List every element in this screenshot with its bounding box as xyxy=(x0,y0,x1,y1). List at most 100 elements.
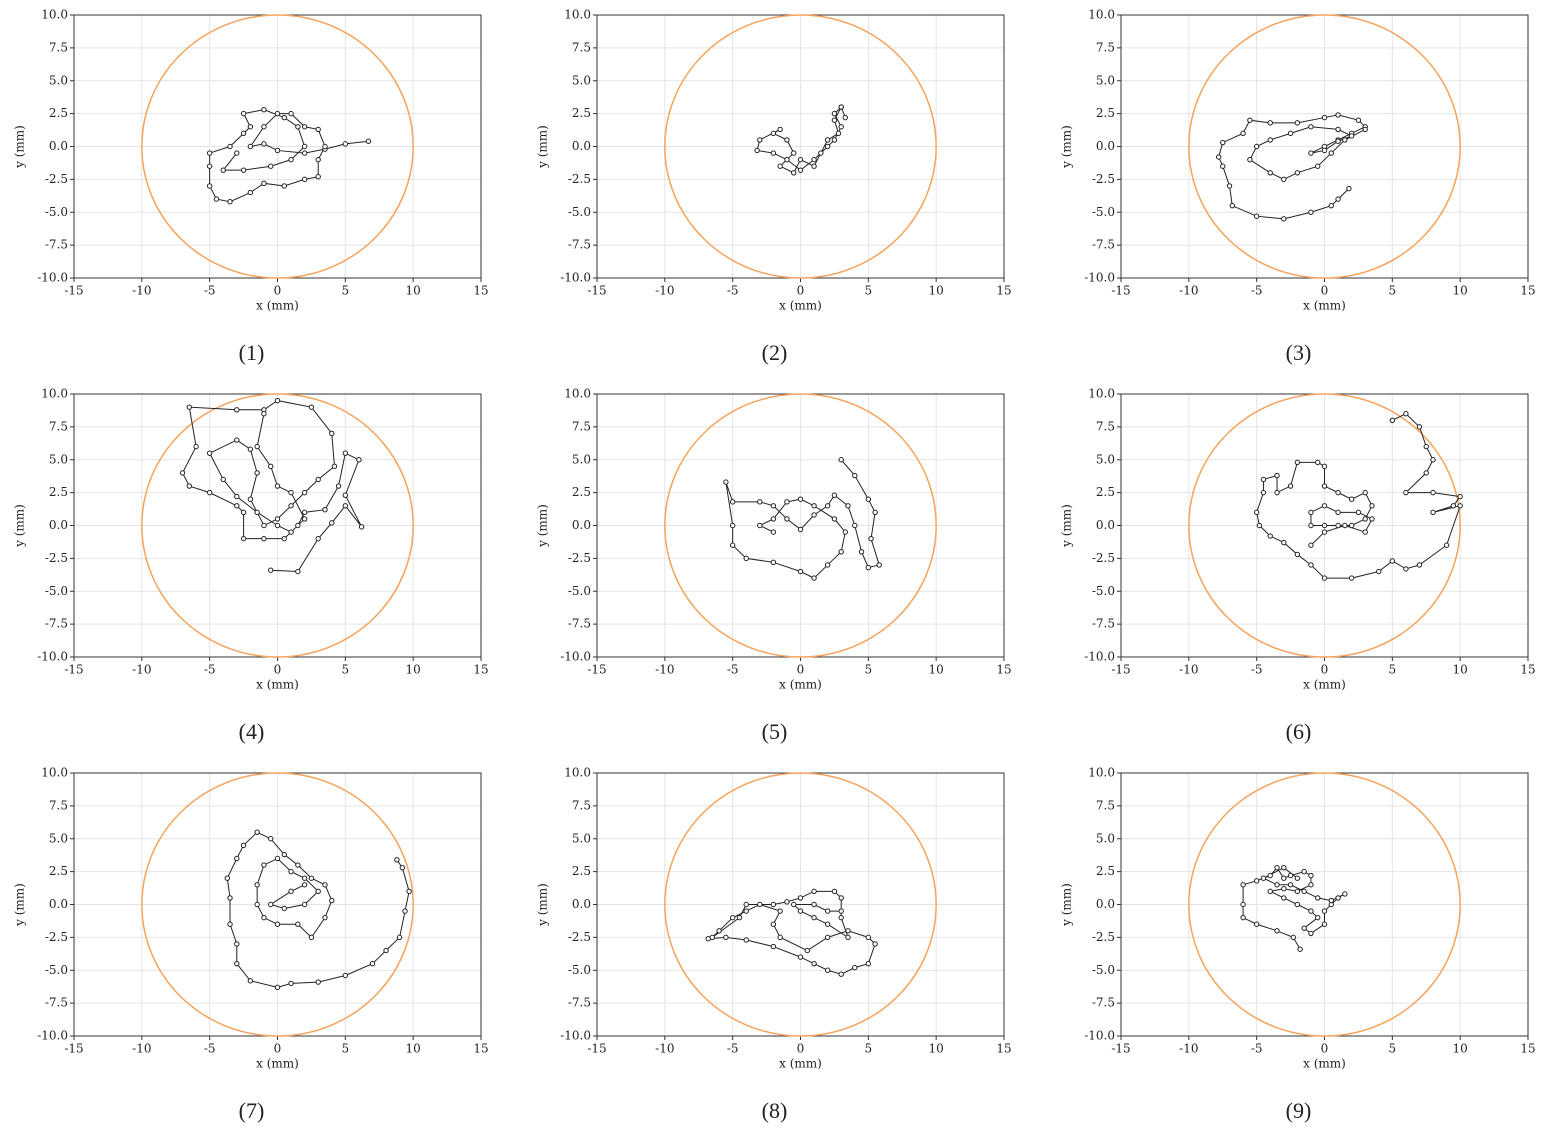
point xyxy=(288,110,294,117)
y-tick-label: 0.0 xyxy=(572,897,591,911)
point xyxy=(274,110,281,117)
point xyxy=(811,156,817,163)
point xyxy=(234,493,240,500)
point xyxy=(247,143,254,150)
x-tick-label: -5 xyxy=(204,1042,216,1056)
point xyxy=(1342,522,1348,529)
x-tick-label: -10 xyxy=(132,284,151,298)
point xyxy=(831,117,838,123)
point xyxy=(1335,895,1341,901)
y-tick-label: -10.0 xyxy=(560,650,591,664)
point xyxy=(1335,138,1341,144)
point xyxy=(797,895,804,901)
point xyxy=(1423,470,1429,476)
y-axis-label: y (mm) xyxy=(13,504,27,548)
point xyxy=(179,470,186,476)
point xyxy=(322,882,328,888)
x-tick-label: 15 xyxy=(473,663,488,677)
point xyxy=(365,138,372,144)
y-tick-label: 0.0 xyxy=(1096,139,1115,153)
point xyxy=(261,106,267,113)
y-tick-label: -2.5 xyxy=(568,172,591,186)
point xyxy=(831,137,838,143)
point xyxy=(1335,126,1341,133)
point xyxy=(845,928,851,934)
point xyxy=(824,503,831,509)
y-tick-label: -10.0 xyxy=(560,1029,591,1043)
point xyxy=(213,196,220,202)
point xyxy=(206,450,213,456)
point xyxy=(777,163,783,169)
x-tick-label: -15 xyxy=(64,284,83,298)
point xyxy=(1321,114,1328,121)
panel: -15 -10 -5 0 5 10 15 10.0 7.5 5.0 2.5 0.0 -2.5 -5.0 -7… xyxy=(13,8,489,366)
point xyxy=(1267,872,1273,879)
point xyxy=(1308,872,1314,879)
point xyxy=(831,110,838,117)
point xyxy=(838,457,844,463)
y-axis-label: y (mm) xyxy=(1060,125,1074,169)
point xyxy=(1281,176,1287,183)
panel: -15 -10 -5 0 5 10 15 10.0 7.5 5.0 2.5 0.0 -2.5 -5.0 -7… xyxy=(536,766,1012,1124)
x-tick-label: 10 xyxy=(1453,663,1468,677)
point xyxy=(288,888,294,895)
point xyxy=(1348,522,1355,529)
y-tick-label: -2.5 xyxy=(45,930,68,944)
point xyxy=(274,483,281,489)
x-tick-label: -10 xyxy=(655,1042,674,1056)
boundary-circle xyxy=(141,393,414,658)
point xyxy=(186,404,193,410)
x-tick-label: 10 xyxy=(1453,284,1468,298)
y-tick-label: -10.0 xyxy=(1084,1029,1115,1043)
x-tick-label: 15 xyxy=(473,284,488,298)
point xyxy=(1260,476,1267,483)
y-tick-label: 10.0 xyxy=(1088,8,1115,22)
point xyxy=(261,141,267,147)
point xyxy=(743,901,749,908)
point xyxy=(824,967,831,973)
point xyxy=(797,908,804,914)
point xyxy=(1294,170,1301,176)
x-axis-label: x (mm) xyxy=(1303,299,1346,313)
x-tick-label: 10 xyxy=(929,284,944,298)
y-tick-label: 2.5 xyxy=(572,485,591,499)
point xyxy=(394,857,400,863)
point xyxy=(308,404,315,410)
point xyxy=(268,901,274,908)
y-tick-label: 5.0 xyxy=(572,831,591,845)
point xyxy=(1253,509,1260,516)
point xyxy=(865,496,872,502)
y-tick-label: 10.0 xyxy=(1088,766,1115,780)
point xyxy=(1443,542,1450,548)
x-axis-label: x (mm) xyxy=(256,1057,299,1071)
x-tick-label: 0 xyxy=(1321,663,1329,677)
point xyxy=(261,535,267,542)
x-tick-label: -5 xyxy=(1251,1042,1263,1056)
point xyxy=(1457,503,1463,509)
point xyxy=(770,921,777,927)
point xyxy=(1308,124,1314,130)
point xyxy=(824,921,831,927)
y-tick-label: 10.0 xyxy=(564,387,591,401)
point xyxy=(227,921,233,927)
point xyxy=(709,934,716,941)
x-axis-label: x (mm) xyxy=(1303,678,1346,692)
point xyxy=(777,908,783,914)
point xyxy=(369,960,376,967)
point xyxy=(872,509,878,516)
point xyxy=(811,914,817,921)
point xyxy=(1301,925,1307,931)
point xyxy=(1274,472,1280,479)
x-tick-label: -5 xyxy=(727,1042,739,1056)
point xyxy=(1308,882,1314,888)
point xyxy=(1287,130,1294,137)
point xyxy=(1342,891,1348,897)
point xyxy=(811,503,817,509)
point xyxy=(274,921,281,927)
point xyxy=(356,457,362,463)
point xyxy=(342,503,349,509)
y-tick-label: -7.5 xyxy=(568,238,591,252)
point xyxy=(1308,542,1314,548)
x-tick-label: -15 xyxy=(587,284,606,298)
point xyxy=(784,499,790,505)
